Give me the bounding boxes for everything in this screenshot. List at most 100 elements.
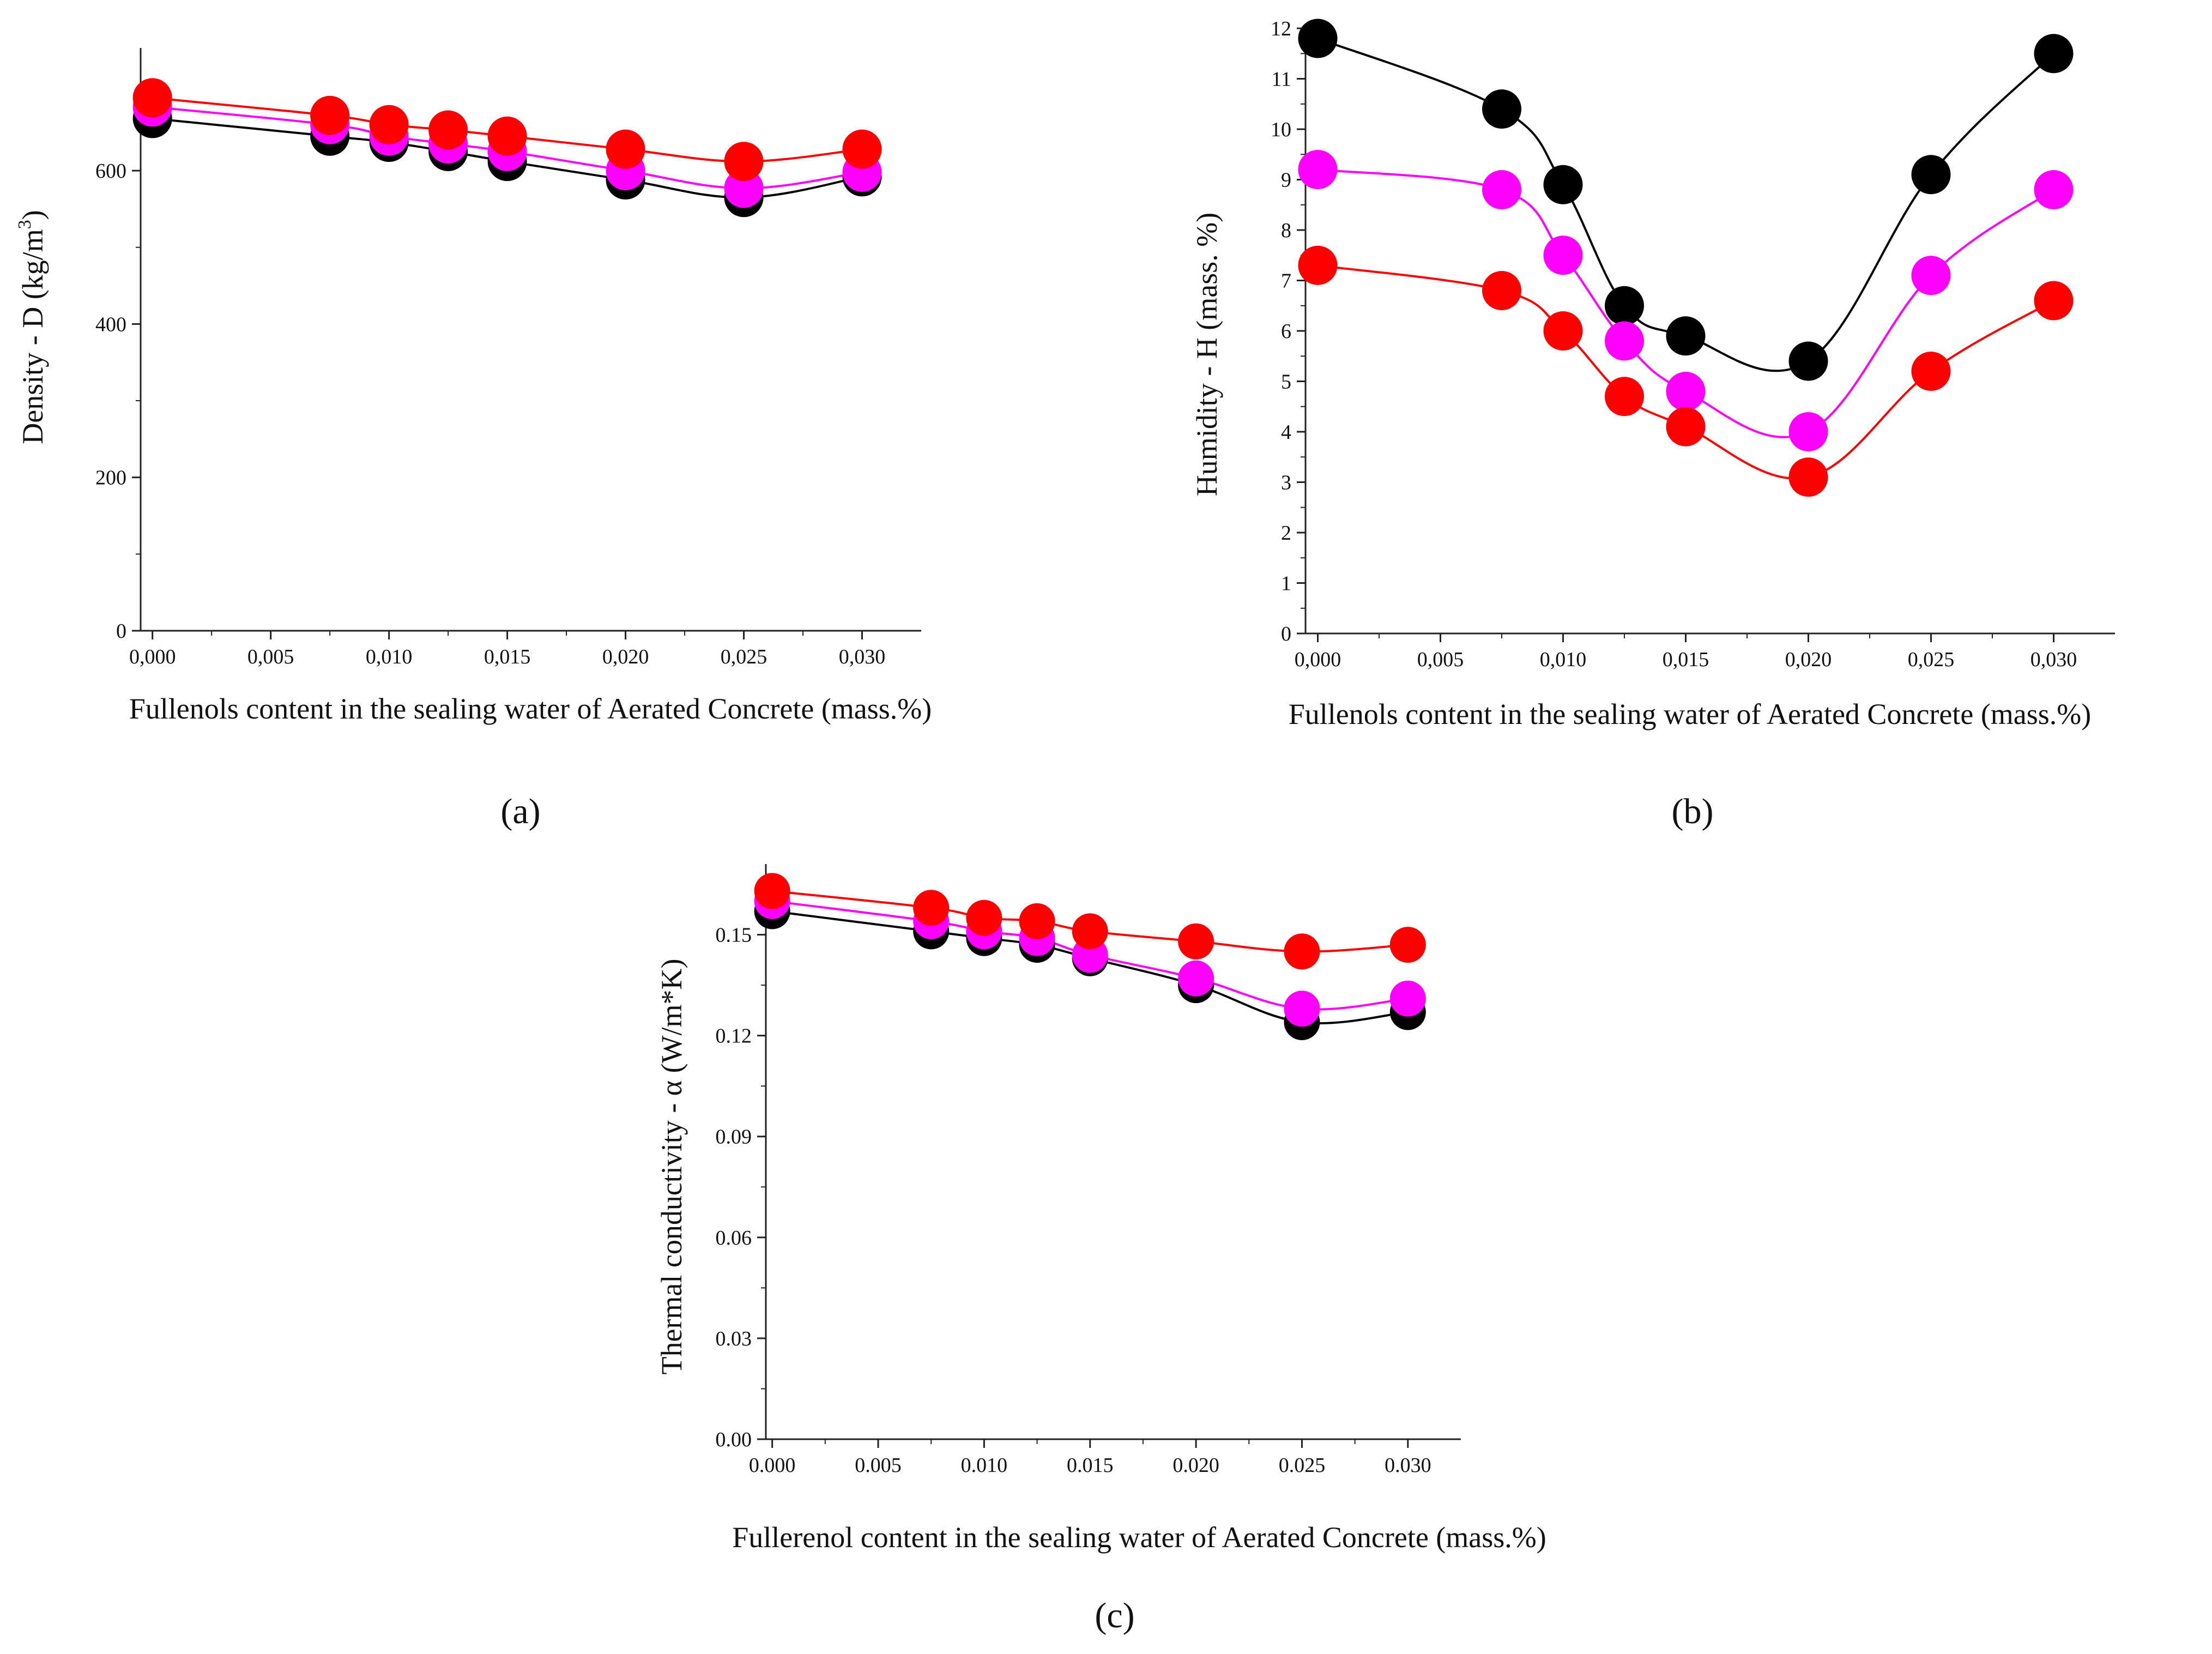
x-tick-label-c: 0.010 bbox=[961, 1454, 1008, 1477]
y-tick-label-a: 200 bbox=[95, 467, 126, 490]
y-tick-label-b: 5 bbox=[1281, 371, 1291, 394]
y-tick-label-b: 1 bbox=[1281, 572, 1291, 595]
data-point-magenta-b bbox=[1605, 321, 1644, 361]
x-tick-label-c: 0.005 bbox=[855, 1454, 902, 1477]
x-tick-label-b: 0,020 bbox=[1785, 648, 1832, 671]
data-point-red-c bbox=[1284, 933, 1320, 970]
y-tick-label-b: 11 bbox=[1271, 68, 1291, 91]
x-tick-label-a: 0,025 bbox=[721, 645, 767, 668]
caption-c: (c) bbox=[1095, 1596, 1134, 1635]
y-tick-label-b: 6 bbox=[1281, 320, 1291, 343]
data-point-black-b bbox=[1298, 19, 1338, 58]
x-tick-label-b: 0,030 bbox=[2030, 648, 2077, 671]
y-tick-label-c: 0.12 bbox=[716, 1025, 752, 1048]
thermal-conductivity-y-axis-title: Thermal conductivity - α (W/m*K) bbox=[655, 958, 688, 1374]
data-point-black-b bbox=[1482, 89, 1521, 129]
x-tick-label-a: 0,010 bbox=[366, 645, 413, 668]
data-point-red-a bbox=[724, 142, 764, 182]
x-tick-label-a: 0,015 bbox=[484, 645, 531, 668]
data-point-red-a bbox=[369, 105, 409, 144]
y-tick-label-a: 400 bbox=[95, 313, 126, 336]
data-point-magenta-a bbox=[724, 168, 764, 208]
y-tick-label-b: 12 bbox=[1271, 17, 1291, 40]
density-x-axis-title: Fullenols content in the sealing water o… bbox=[129, 692, 932, 725]
data-point-red-a bbox=[310, 95, 350, 135]
data-point-red-c bbox=[1072, 913, 1108, 950]
data-point-red-b bbox=[2034, 281, 2074, 321]
data-point-magenta-c bbox=[1389, 980, 1426, 1017]
y-tick-label-a: 600 bbox=[95, 160, 126, 183]
x-tick-label-a: 0,030 bbox=[839, 645, 886, 668]
x-tick-label-b: 0,015 bbox=[1663, 648, 1709, 671]
data-point-red-a bbox=[132, 78, 172, 118]
y-tick-label-b: 0 bbox=[1281, 623, 1291, 645]
data-point-black-b bbox=[1911, 155, 1951, 195]
data-point-red-b bbox=[1482, 271, 1521, 310]
x-tick-label-c: 0.030 bbox=[1385, 1454, 1431, 1477]
data-point-black-b bbox=[1788, 341, 1828, 381]
data-point-black-b bbox=[1605, 286, 1644, 325]
data-point-magenta-b bbox=[1911, 256, 1951, 295]
y-tick-label-b: 3 bbox=[1281, 472, 1291, 494]
x-tick-label-a: 0,000 bbox=[129, 645, 176, 668]
x-tick-label-c: 0.025 bbox=[1279, 1454, 1326, 1477]
data-point-red-c bbox=[754, 873, 790, 909]
y-tick-label-b: 8 bbox=[1281, 219, 1291, 242]
y-tick-label-a: 0 bbox=[116, 620, 126, 643]
data-point-magenta-c bbox=[1178, 960, 1214, 997]
caption-b: (b) bbox=[1672, 792, 1714, 831]
x-tick-label-c: 0.015 bbox=[1067, 1454, 1114, 1477]
y-tick-label-b: 10 bbox=[1271, 118, 1291, 141]
x-tick-label-b: 0,000 bbox=[1295, 648, 1341, 671]
data-point-magenta-b bbox=[1298, 150, 1338, 189]
data-point-red-a bbox=[428, 110, 468, 150]
y-tick-label-c: 0.03 bbox=[716, 1327, 752, 1350]
data-point-red-c bbox=[1178, 923, 1214, 959]
y-tick-label-c: 0.00 bbox=[716, 1428, 752, 1451]
x-tick-label-a: 0,005 bbox=[247, 645, 294, 668]
y-tick-label-c: 0.09 bbox=[716, 1126, 752, 1149]
humidity-x-axis-title: Fullenols content in the sealing water o… bbox=[1289, 698, 2092, 731]
data-point-red-b bbox=[1298, 245, 1338, 285]
y-tick-label-b: 9 bbox=[1281, 169, 1291, 192]
x-tick-label-b: 0,005 bbox=[1417, 648, 1464, 671]
data-point-red-c bbox=[913, 890, 950, 926]
humidity-chart: Humidity - H (mass. %) Fullenols content… bbox=[1190, 17, 2115, 731]
thermal-conductivity-x-axis-title: Fullerenol content in the sealing water … bbox=[732, 1521, 1546, 1554]
data-point-red-c bbox=[966, 900, 1002, 936]
data-point-red-b bbox=[1543, 311, 1583, 351]
data-point-red-a bbox=[842, 129, 882, 169]
y-tick-label-b: 2 bbox=[1281, 522, 1291, 545]
data-point-red-a bbox=[487, 116, 527, 156]
x-tick-label-b: 0,025 bbox=[1908, 648, 1955, 671]
y-tick-label-b: 7 bbox=[1281, 270, 1291, 293]
x-tick-label-a: 0,020 bbox=[602, 645, 649, 668]
humidity-y-axis-title: Humidity - H (mass. %) bbox=[1190, 213, 1223, 496]
data-point-magenta-b bbox=[2034, 170, 2074, 209]
data-point-black-b bbox=[1543, 165, 1583, 204]
data-point-black-b bbox=[2034, 34, 2074, 74]
data-point-magenta-b bbox=[1543, 236, 1583, 275]
x-tick-label-c: 0.000 bbox=[749, 1454, 796, 1477]
thermal-conductivity-chart: Thermal conductivity - α (W/m*K) Fullere… bbox=[655, 864, 1546, 1554]
data-point-red-b bbox=[1911, 352, 1951, 391]
data-point-red-c bbox=[1019, 903, 1055, 939]
y-tick-label-c: 0.15 bbox=[716, 924, 752, 947]
x-tick-label-b: 0,010 bbox=[1540, 648, 1587, 671]
data-point-magenta-b bbox=[1788, 412, 1828, 451]
data-point-magenta-b bbox=[1666, 372, 1706, 411]
data-point-magenta-b bbox=[1482, 170, 1521, 209]
density-chart: Density - D (kg/m3) Fullenols content in… bbox=[15, 48, 932, 725]
data-point-red-b bbox=[1605, 377, 1644, 416]
x-tick-label-c: 0.020 bbox=[1173, 1454, 1219, 1477]
data-point-red-b bbox=[1666, 407, 1706, 446]
data-point-red-a bbox=[606, 129, 645, 169]
density-y-axis-title: Density - D (kg/m3) bbox=[15, 210, 49, 444]
data-point-magenta-c bbox=[1284, 991, 1320, 1027]
y-tick-label-c: 0.06 bbox=[716, 1227, 752, 1249]
caption-a: (a) bbox=[500, 792, 540, 831]
data-point-red-c bbox=[1389, 927, 1426, 963]
data-point-red-b bbox=[1788, 457, 1828, 497]
data-point-black-b bbox=[1666, 316, 1706, 356]
